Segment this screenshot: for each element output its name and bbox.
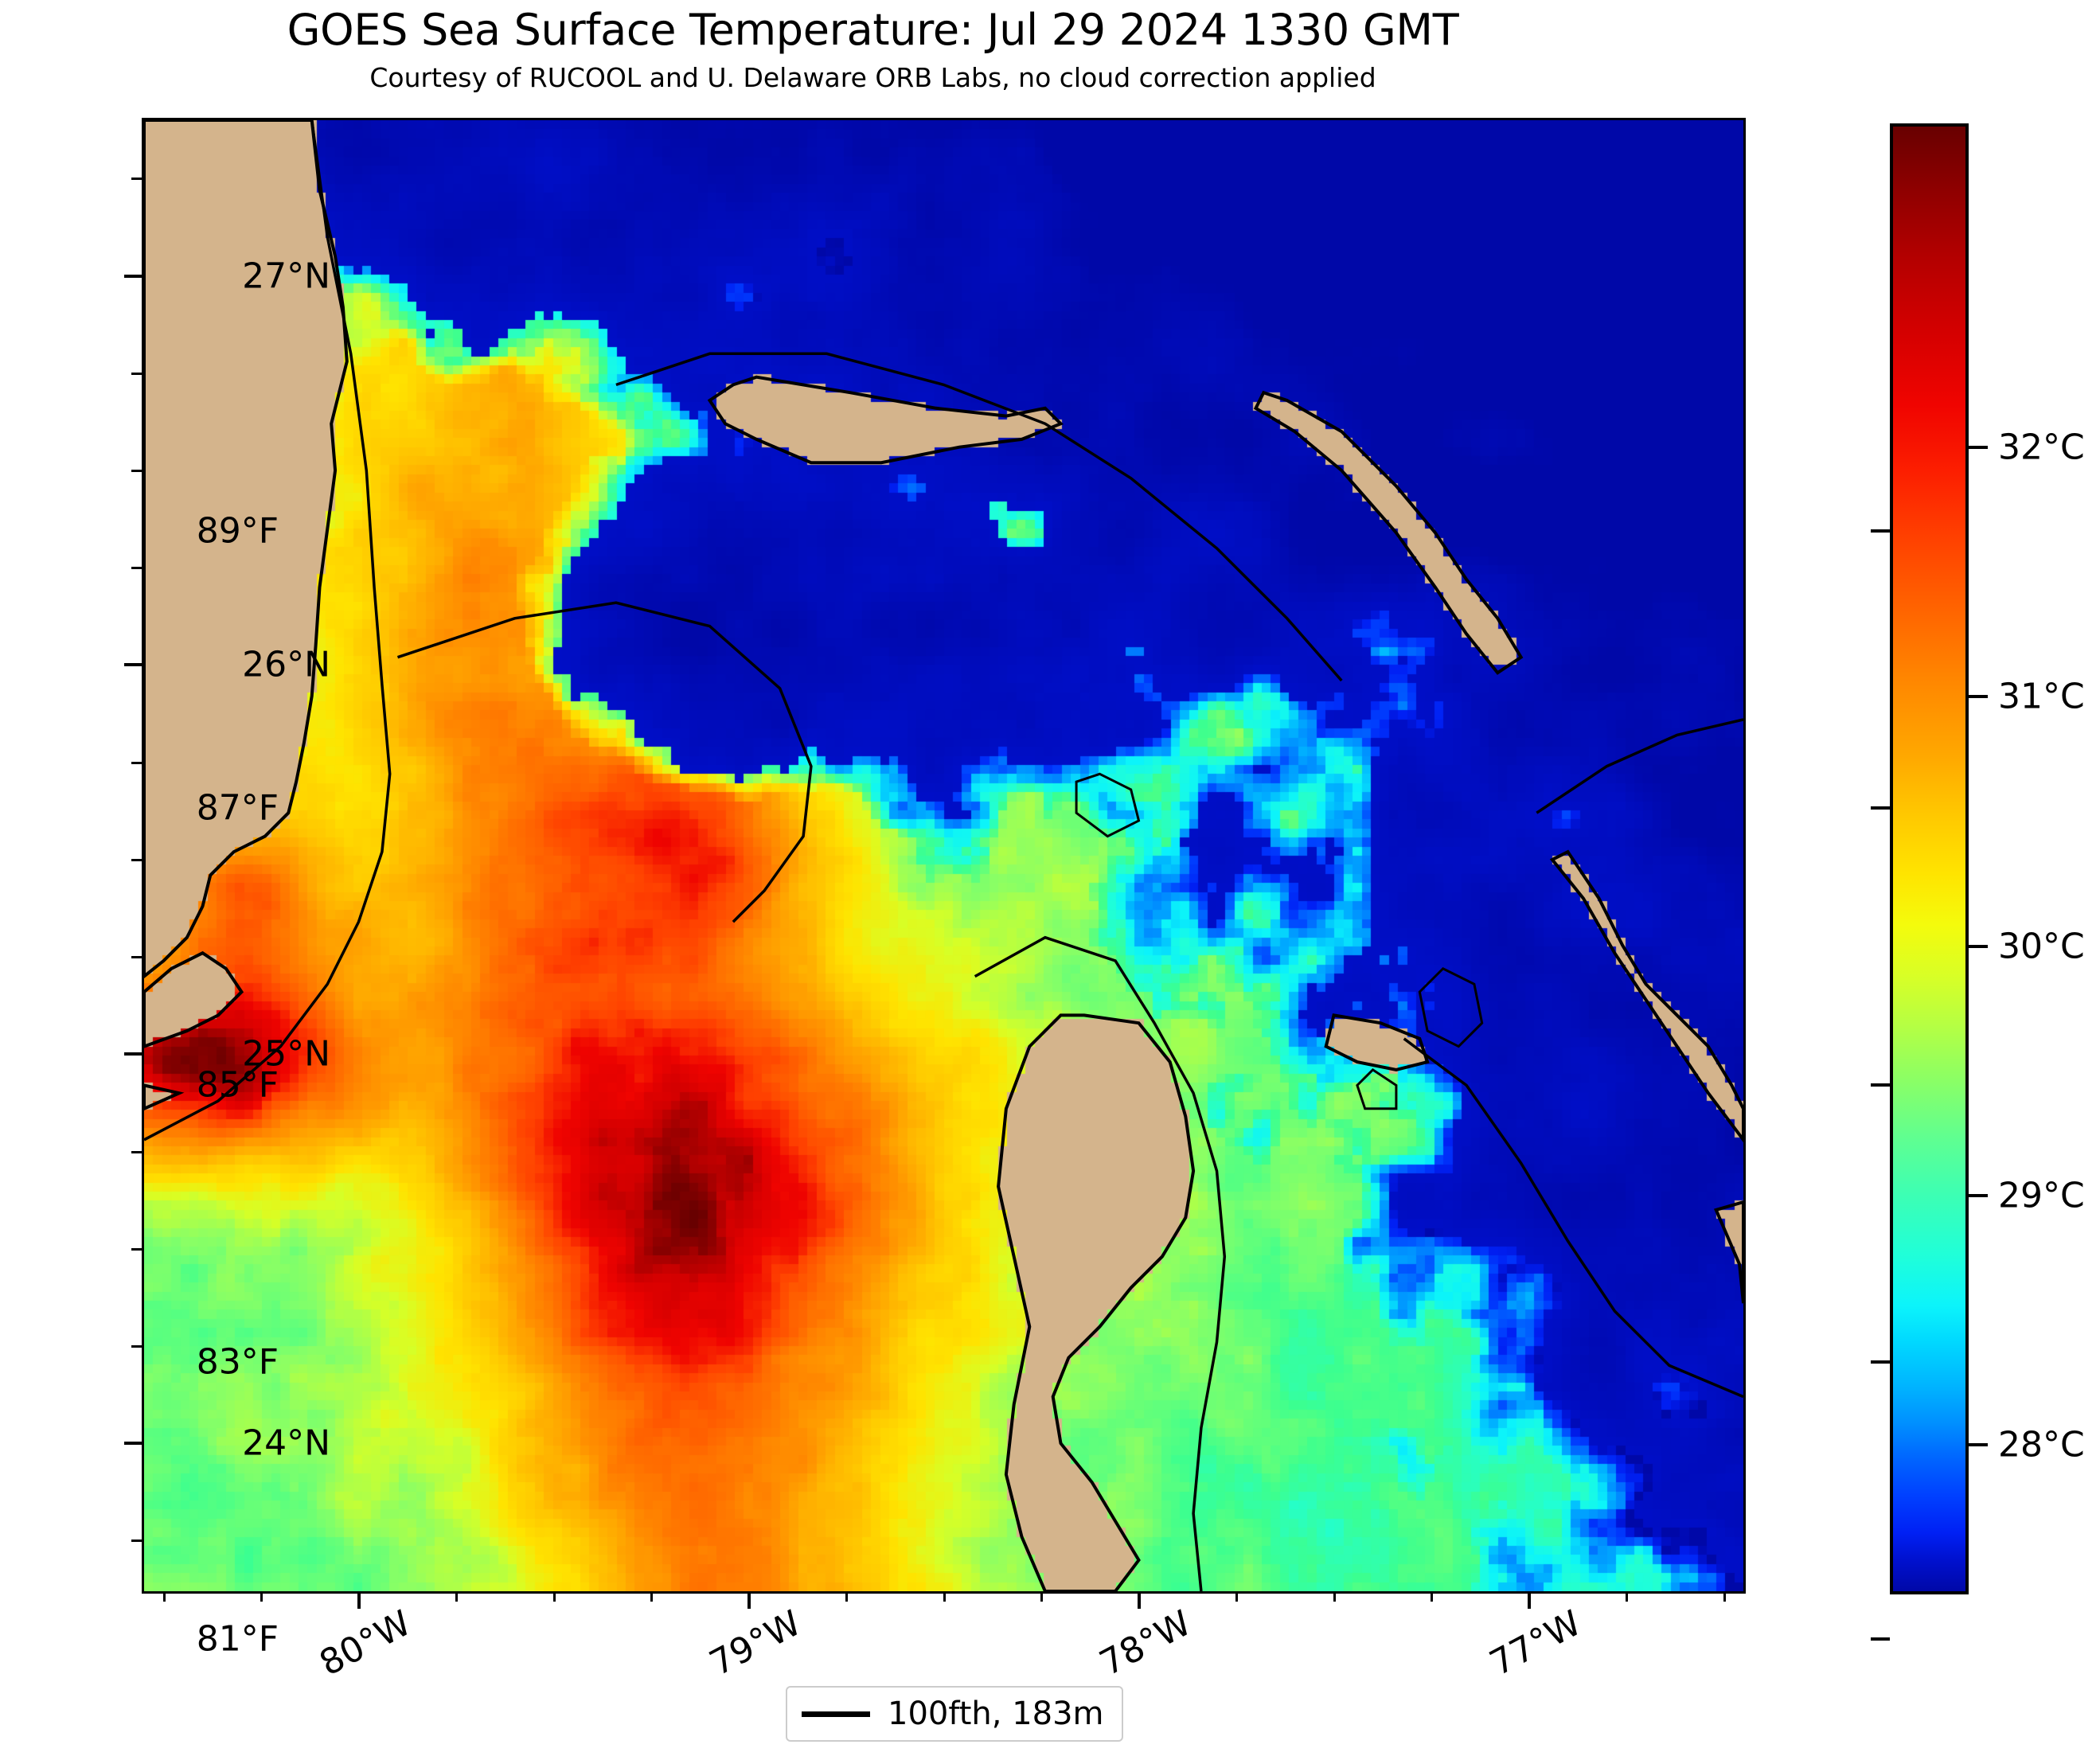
y-axis-minor-tick bbox=[131, 1150, 142, 1153]
sst-colorbar[interactable] bbox=[1890, 123, 1969, 1594]
y-axis-label: 25°N bbox=[242, 1033, 330, 1075]
y-axis-major-tick bbox=[124, 274, 142, 278]
y-axis-label: 27°N bbox=[242, 256, 330, 297]
isobath-100-fathom bbox=[1403, 1037, 1743, 1399]
y-axis-minor-tick bbox=[131, 178, 142, 181]
x-axis-label: 77°W bbox=[1482, 1602, 1588, 1684]
y-axis-minor-tick bbox=[131, 1540, 142, 1543]
y-axis-minor-tick bbox=[131, 956, 142, 959]
x-axis-minor-tick bbox=[943, 1591, 946, 1602]
x-axis-minor-tick bbox=[260, 1591, 263, 1602]
colorbar-fahrenheit-label: 83°F bbox=[196, 1341, 279, 1383]
x-axis-minor-tick bbox=[1431, 1591, 1433, 1602]
colorbar-fahrenheit-tick bbox=[1871, 806, 1890, 810]
coastline bbox=[1713, 1200, 1743, 1304]
x-axis-minor-tick bbox=[845, 1591, 848, 1602]
coastline bbox=[1324, 1013, 1430, 1071]
isobath-100-fathom bbox=[1418, 966, 1484, 1048]
y-axis-minor-tick bbox=[131, 372, 142, 375]
colorbar-celsius-label: 31°C bbox=[1998, 676, 2085, 717]
x-axis-major-tick bbox=[747, 1591, 751, 1609]
isobath-100-fathom bbox=[1356, 1067, 1398, 1110]
y-axis-minor-tick bbox=[131, 858, 142, 861]
colorbar-celsius-label: 30°C bbox=[1998, 926, 2085, 967]
isobath-100-fathom bbox=[1075, 772, 1141, 838]
colorbar-fahrenheit-label: 85°F bbox=[196, 1064, 279, 1106]
isobath-100-fathom bbox=[144, 120, 392, 1141]
x-axis-minor-tick bbox=[1333, 1591, 1336, 1602]
coastline bbox=[707, 375, 1064, 465]
sst-raster-layer bbox=[144, 120, 1743, 1591]
y-axis-minor-tick bbox=[131, 567, 142, 570]
colorbar-fahrenheit-label: 81°F bbox=[196, 1618, 279, 1660]
coastline bbox=[1549, 849, 1743, 1143]
x-axis-minor-tick bbox=[1626, 1591, 1628, 1602]
x-axis-minor-tick bbox=[162, 1591, 166, 1602]
colorbar-celsius-tick bbox=[1969, 944, 1988, 948]
colorbar-fahrenheit-tick bbox=[1871, 1360, 1890, 1364]
colorbar-celsius-label: 29°C bbox=[1998, 1175, 2085, 1216]
y-axis-major-tick bbox=[124, 663, 142, 667]
coastline bbox=[997, 1013, 1196, 1591]
isobath-100-fathom bbox=[974, 935, 1227, 1591]
coastline bbox=[1253, 390, 1524, 675]
bathymetry-legend[interactable]: 100fth, 183m bbox=[786, 1686, 1123, 1742]
y-axis-major-tick bbox=[124, 1052, 142, 1056]
y-axis-label: 24°N bbox=[242, 1422, 330, 1464]
colorbar-celsius-label: 32°C bbox=[1998, 427, 2085, 468]
y-axis-label: 26°N bbox=[242, 644, 330, 685]
colorbar-fahrenheit-label: 87°F bbox=[196, 787, 279, 829]
x-axis-major-tick bbox=[1137, 1591, 1141, 1609]
x-axis-minor-tick bbox=[455, 1591, 458, 1602]
isobath-100-fathom bbox=[615, 352, 1343, 682]
colorbar-celsius-tick bbox=[1969, 446, 1988, 450]
colorbar-fahrenheit-tick bbox=[1871, 529, 1890, 533]
page-subtitle: Courtesy of RUCOOL and U. Delaware ORB L… bbox=[369, 62, 1376, 93]
x-axis-minor-tick bbox=[552, 1591, 556, 1602]
colorbar-celsius-label: 28°C bbox=[1998, 1424, 2085, 1465]
sst-map-plot[interactable] bbox=[142, 118, 1746, 1594]
coastline bbox=[144, 1083, 185, 1110]
colorbar-fahrenheit-label: 89°F bbox=[196, 510, 279, 552]
x-axis-major-tick bbox=[357, 1591, 361, 1609]
colorbar-celsius-tick bbox=[1969, 1443, 1988, 1447]
colorbar-celsius-tick bbox=[1969, 695, 1988, 699]
isobath-100-fathom bbox=[1536, 718, 1743, 814]
x-axis-minor-tick bbox=[1723, 1591, 1726, 1602]
coastline-and-bathymetry-layer bbox=[144, 120, 1743, 1591]
x-axis-label: 79°W bbox=[702, 1602, 808, 1684]
x-axis-label: 78°W bbox=[1092, 1602, 1198, 1684]
x-axis-minor-tick bbox=[650, 1591, 653, 1602]
y-axis-minor-tick bbox=[131, 470, 142, 472]
y-axis-minor-tick bbox=[131, 761, 142, 764]
y-axis-major-tick bbox=[124, 1442, 142, 1446]
x-axis-major-tick bbox=[1527, 1591, 1531, 1609]
colorbar-fahrenheit-tick bbox=[1871, 1083, 1890, 1087]
legend-label: 100fth, 183m bbox=[888, 1696, 1104, 1732]
colorbar-fahrenheit-tick bbox=[1871, 1637, 1890, 1641]
x-axis-label: 80°W bbox=[312, 1602, 418, 1684]
isobath-line-swatch bbox=[802, 1711, 870, 1717]
x-axis-minor-tick bbox=[1235, 1591, 1238, 1602]
page-title: GOES Sea Surface Temperature: Jul 29 202… bbox=[287, 5, 1459, 55]
colorbar-celsius-tick bbox=[1969, 1193, 1988, 1197]
coastline bbox=[144, 950, 244, 1048]
coastline bbox=[144, 120, 349, 979]
y-axis-minor-tick bbox=[131, 1247, 142, 1251]
y-axis-minor-tick bbox=[131, 1345, 142, 1348]
isobath-100-fathom bbox=[396, 601, 813, 923]
x-axis-minor-tick bbox=[1040, 1591, 1043, 1602]
